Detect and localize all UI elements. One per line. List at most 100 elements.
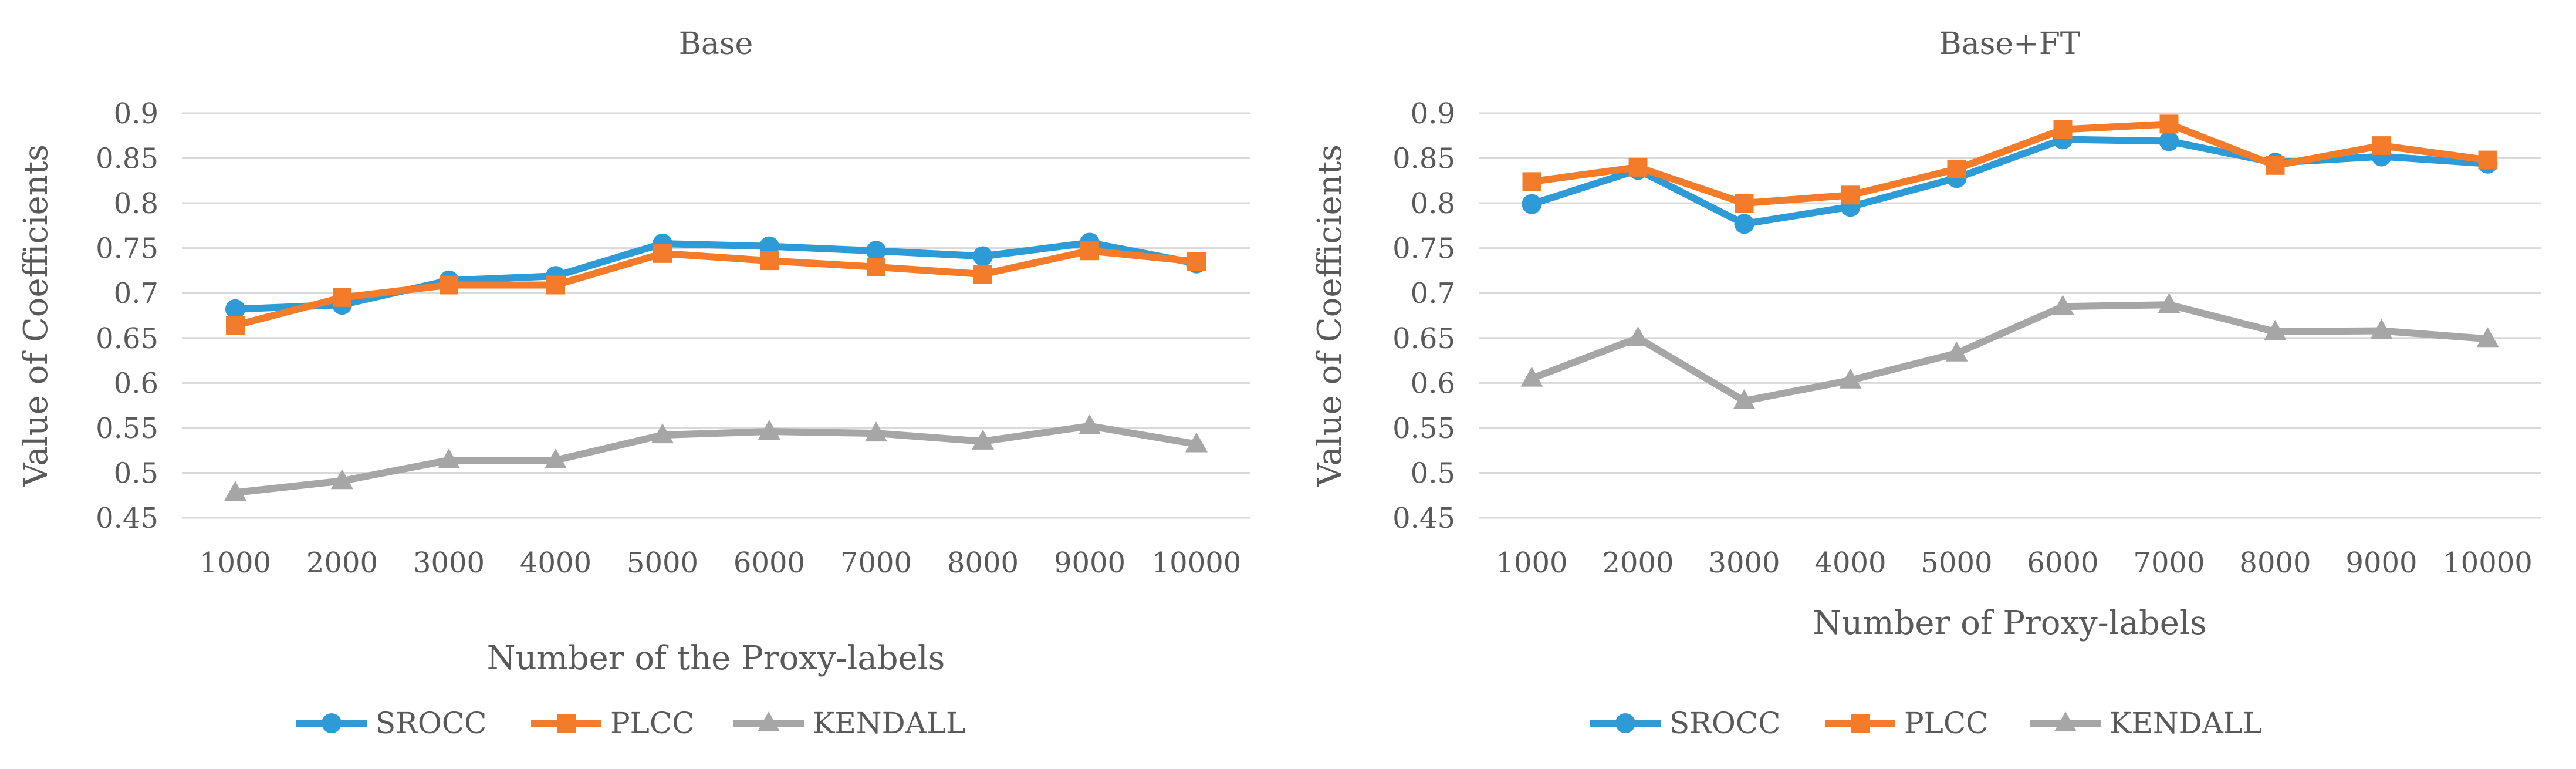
- data-point: [1187, 252, 1206, 271]
- data-point: [865, 421, 887, 442]
- y-axis-label: Value of Coefficients: [1311, 144, 1349, 487]
- data-point: [651, 423, 674, 444]
- series-line: [232, 247, 1200, 329]
- data-point: [2264, 320, 2287, 340]
- data-point: [438, 448, 460, 469]
- series-line: [232, 422, 1200, 497]
- y-tick-label: 0.5: [1411, 457, 1455, 490]
- y-axis-label: Value of Coefficients: [17, 144, 55, 487]
- legend-marker: [557, 714, 576, 733]
- x-tick-label: 9000: [2345, 547, 2417, 579]
- series-srocc: [225, 232, 1206, 319]
- y-tick-label: 0.9: [1411, 97, 1455, 130]
- x-axis-label: Number of the Proxy-labels: [487, 639, 945, 677]
- data-point: [2266, 156, 2285, 175]
- data-point: [867, 257, 885, 276]
- data-point: [972, 429, 994, 450]
- y-tick-label: 0.75: [96, 232, 158, 265]
- x-tick-label: 10000: [2443, 547, 2533, 579]
- data-point: [973, 246, 993, 267]
- legend-marker: [2054, 711, 2077, 731]
- y-tick-label: 0.85: [1392, 143, 1455, 176]
- data-point: [225, 299, 245, 319]
- x-tick-label: 7000: [2133, 547, 2205, 579]
- legend-label: KENDALL: [813, 706, 965, 740]
- y-tick-label: 0.45: [1392, 502, 1455, 535]
- data-point: [2370, 319, 2393, 339]
- data-point: [1734, 214, 1754, 234]
- chart-title: Base+FT: [1939, 26, 2080, 62]
- x-tick-label: 10000: [1152, 547, 1242, 579]
- data-point: [1947, 159, 1966, 178]
- data-point: [2159, 114, 2179, 134]
- data-point: [2476, 327, 2499, 348]
- data-point: [545, 448, 567, 469]
- legend: SROCC PLCC KENDALL: [296, 706, 965, 740]
- x-tick-label: 1000: [1496, 547, 1567, 579]
- legend-label: PLCC: [610, 706, 694, 740]
- series-line: [1528, 120, 2492, 207]
- data-point: [1628, 157, 1648, 177]
- x-tick-label: 4000: [1814, 547, 1886, 579]
- x-tick-label: 5000: [627, 547, 698, 579]
- data-point: [1522, 172, 1541, 191]
- data-point: [1079, 414, 1101, 434]
- chart-panel-1: Base 0.45 0.5 0.55 0.6 0.65 0.7 0.75 0.8 0.85 0.9 1…: [17, 26, 1250, 740]
- data-point: [226, 316, 245, 335]
- series-kendall: [224, 414, 1208, 501]
- legend-marker: [1615, 713, 1635, 733]
- data-point: [331, 469, 353, 490]
- data-point: [333, 288, 351, 307]
- data-point: [1522, 194, 1542, 214]
- data-point: [546, 275, 565, 295]
- y-tick-label: 0.55: [1392, 412, 1455, 445]
- x-tick-label: 6000: [2027, 547, 2098, 579]
- chart-title: Base: [679, 26, 753, 62]
- data-point: [1733, 389, 1756, 409]
- data-point: [760, 251, 779, 271]
- x-tick-label: 7000: [840, 547, 912, 579]
- legend-marker: [322, 713, 342, 733]
- y-tick-label: 0.7: [114, 277, 158, 310]
- data-point: [1080, 241, 1099, 261]
- data-point: [1627, 326, 1649, 346]
- data-point: [1735, 194, 1754, 213]
- legend-label: KENDALL: [2110, 706, 2262, 740]
- series-line: [1528, 301, 2492, 404]
- series-line: [232, 239, 1200, 313]
- data-point: [2158, 293, 2181, 313]
- x-tick-label: 1000: [200, 547, 271, 579]
- x-tick-label: 5000: [1921, 547, 1992, 579]
- data-point: [866, 241, 886, 261]
- x-tick-label: 2000: [1602, 547, 1674, 579]
- x-tick-label: 4000: [520, 547, 591, 579]
- data-point: [2372, 136, 2391, 156]
- series-srocc: [1522, 129, 2498, 234]
- data-point: [973, 265, 992, 284]
- data-point: [1945, 341, 1968, 362]
- legend-label: PLCC: [1904, 706, 1988, 740]
- data-point: [2478, 150, 2497, 170]
- data-point: [758, 420, 780, 440]
- y-tick-label: 0.5: [114, 457, 158, 490]
- y-tick-label: 0.65: [1392, 322, 1455, 355]
- y-tick-label: 0.6: [1411, 367, 1455, 400]
- x-tick-label: 8000: [947, 547, 1019, 579]
- x-tick-label: 3000: [413, 547, 485, 579]
- y-tick-label: 0.9: [114, 97, 158, 130]
- data-point: [2051, 295, 2074, 315]
- y-tick-label: 0.7: [1411, 277, 1455, 310]
- y-tick-label: 0.75: [1392, 232, 1455, 265]
- y-tick-label: 0.55: [96, 412, 158, 445]
- data-point: [1185, 432, 1208, 453]
- y-tick-label: 0.45: [96, 502, 158, 535]
- x-tick-label: 2000: [306, 547, 378, 579]
- data-point: [224, 481, 246, 501]
- data-point: [1839, 368, 1862, 389]
- x-tick-label: 6000: [733, 547, 805, 579]
- data-point: [440, 275, 458, 295]
- legend-label: SROCC: [376, 706, 486, 740]
- legend-marker: [1851, 714, 1870, 733]
- y-tick-label: 0.8: [1411, 187, 1455, 220]
- data-point: [653, 244, 672, 263]
